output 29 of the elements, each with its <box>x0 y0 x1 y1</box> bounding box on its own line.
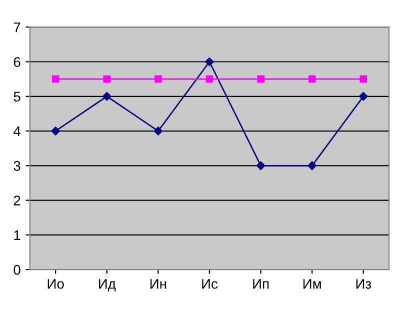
point <box>154 75 162 83</box>
point <box>154 126 163 136</box>
y-tick-label: 4 <box>13 126 20 136</box>
x-tick-label: Ид <box>98 279 116 292</box>
x-tick-label: Ип <box>253 279 269 289</box>
y-tick-label: 0 <box>14 264 20 275</box>
x-tick-label: Из <box>356 279 372 289</box>
point <box>205 57 214 66</box>
point <box>103 75 111 83</box>
point <box>308 161 317 170</box>
y-tick-label: 2 <box>14 196 20 206</box>
y-tick-label: 3 <box>14 160 20 171</box>
point <box>360 75 368 83</box>
x-tick-label: Ис <box>202 279 218 289</box>
point <box>256 161 266 170</box>
point <box>358 92 368 101</box>
x-tick-label: Ио <box>48 279 64 289</box>
point <box>52 75 60 83</box>
y-tick-label: 1 <box>14 230 20 240</box>
y-tick-label: 6 <box>14 57 20 67</box>
point <box>257 75 264 83</box>
y-tick-label: 5 <box>14 92 20 102</box>
point <box>102 92 112 101</box>
x-tick-label: Им <box>303 279 321 289</box>
point <box>51 126 60 136</box>
x-tick-label: Ин <box>150 279 166 289</box>
point <box>308 75 316 83</box>
point <box>206 75 214 83</box>
y-tick-label: 7 <box>14 22 20 32</box>
